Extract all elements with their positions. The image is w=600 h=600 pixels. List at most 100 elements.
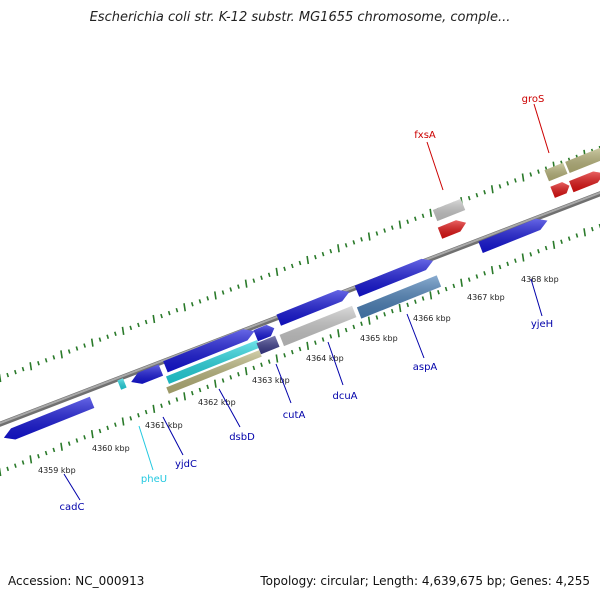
scale-tick	[498, 264, 502, 270]
scale-tick	[21, 460, 25, 465]
scale-tick	[467, 195, 471, 201]
gene-dsbD-olive-shade	[166, 350, 262, 394]
scale-tick	[213, 291, 217, 300]
scale-tick	[437, 290, 440, 295]
scale-tick	[144, 409, 148, 415]
scale-tick	[421, 213, 425, 219]
scale-tick	[575, 233, 579, 238]
scale-tick	[360, 237, 363, 242]
scale-tick	[321, 337, 325, 342]
scale-tick	[506, 181, 510, 186]
gene-leader-line	[162, 416, 184, 456]
scale-tick	[183, 392, 187, 401]
scale-tick	[490, 185, 494, 194]
scale-tick	[29, 362, 33, 371]
scale-tick	[190, 390, 194, 396]
scale-tick	[137, 413, 140, 418]
scale-tick	[321, 251, 325, 257]
scale-tick	[121, 417, 125, 426]
scale-tick	[21, 366, 25, 372]
scale-tick	[75, 438, 79, 443]
scale-tick	[344, 327, 348, 333]
gene-label[interactable]: cutA	[283, 410, 306, 421]
scale-tick	[60, 350, 63, 359]
scale-tick	[229, 287, 233, 292]
gene-label[interactable]: yjdC	[175, 459, 197, 470]
gene-leader-line	[275, 363, 292, 404]
scale-tick	[306, 255, 310, 265]
gene-label[interactable]: aspA	[413, 362, 438, 373]
scale-tick	[552, 240, 556, 250]
scale-tick	[521, 253, 525, 262]
scale-tick	[452, 283, 456, 289]
scale-tick	[460, 278, 463, 287]
scale-tick	[290, 263, 294, 269]
scale-tick	[506, 261, 510, 267]
scale-tick	[14, 369, 17, 375]
scale-tick	[514, 258, 517, 263]
gene-label[interactable]: pheU	[141, 474, 167, 485]
upper-tick-row	[0, 145, 600, 383]
scale-tick	[144, 319, 148, 325]
scale-tick	[467, 277, 471, 282]
accession-text: Accession: NC_000913	[8, 574, 145, 588]
kbp-label: 4361 kbp	[145, 421, 183, 430]
scale-tick	[560, 239, 563, 244]
kbp-label: 4365 kbp	[360, 334, 398, 343]
gene-dsbD-shade	[163, 329, 255, 373]
gene-dsbD-cyan-shade	[166, 340, 260, 384]
gene-label-group: cadC pheU yjdC dsbD cutA dcuA aspA yjeH fxsA groS	[60, 94, 554, 513]
gene-label[interactable]: dsbD	[229, 432, 255, 443]
scale-tick	[514, 178, 517, 183]
scale-tick	[6, 372, 10, 378]
scale-tick	[198, 387, 202, 393]
gene-label[interactable]: fxsA	[414, 130, 436, 141]
scale-tick	[98, 428, 102, 434]
scale-tick	[429, 208, 433, 217]
scale-tick	[590, 226, 594, 232]
scale-tick	[352, 324, 356, 330]
scale-tick	[406, 219, 410, 224]
scale-tick	[337, 329, 340, 338]
gene-label[interactable]: yjeH	[531, 319, 553, 330]
scale-tick	[329, 334, 333, 339]
scale-tick	[298, 346, 302, 352]
scale-tick	[367, 316, 371, 325]
scale-tick	[75, 346, 79, 351]
scale-tick	[83, 343, 86, 348]
scale-tick	[537, 249, 540, 254]
scale-tick	[260, 275, 263, 280]
scale-tick	[375, 231, 379, 236]
scale-tick	[537, 169, 540, 174]
gene-groS-shade	[550, 182, 570, 198]
gene-fxsA-shade	[437, 220, 466, 239]
gene-features	[3, 147, 600, 440]
scale-tick	[121, 326, 125, 335]
kbp-label: 4368 kbp	[521, 275, 559, 284]
scale-tick	[314, 340, 317, 345]
gene-yjdC-shade	[131, 364, 164, 384]
scale-tick	[237, 372, 240, 377]
scale-tick	[329, 248, 333, 254]
scale-tick	[37, 454, 40, 459]
scale-tick	[137, 322, 140, 328]
map-title: Escherichia coli str. K-12 substr. MG165…	[89, 10, 511, 25]
gene-yjeH-shade	[478, 218, 548, 253]
scale-tick	[98, 337, 102, 342]
scale-tick	[375, 315, 379, 320]
scale-tick	[29, 455, 33, 464]
scale-tick	[60, 442, 63, 451]
kbp-label: 4367 kbp	[467, 293, 505, 302]
scale-tick	[337, 244, 340, 253]
scale-tick	[429, 291, 433, 300]
gene-label[interactable]: cadC	[60, 502, 85, 513]
gene-pheU-shade	[117, 378, 127, 390]
scale-tick	[183, 303, 187, 312]
gene-cadC-shade	[3, 396, 95, 440]
scale-tick	[114, 331, 117, 336]
gene-label[interactable]: dcuA	[332, 391, 357, 402]
scale-tick	[275, 354, 279, 363]
gene-label[interactable]: groS	[522, 94, 545, 105]
scale-tick	[206, 296, 210, 301]
gene-groL-olive-shade	[565, 147, 600, 173]
